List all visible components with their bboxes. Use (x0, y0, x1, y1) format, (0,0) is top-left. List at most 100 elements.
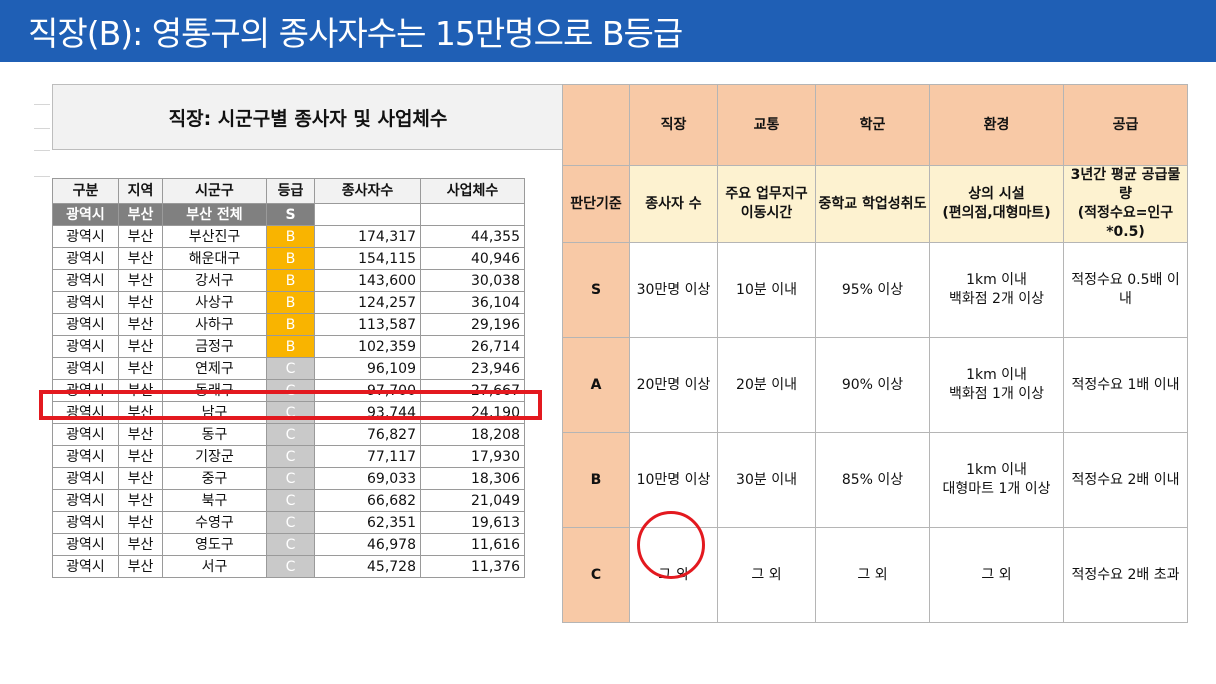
cell-district: 부산진구 (162, 225, 267, 248)
level-cell-school: 85% 이상 (815, 432, 930, 528)
level-cell-school: 그 외 (815, 527, 930, 623)
table-row: 광역시 부산 수영구 C 62,351 19,613 (52, 511, 525, 534)
level-cell-environment: 1km 이내 백화점 1개 이상 (929, 337, 1064, 433)
cell-type: 광역시 (52, 357, 119, 380)
cell-type: 광역시 (52, 225, 119, 248)
category-supply: 공급 (1063, 84, 1188, 166)
cell-type: 광역시 (52, 269, 119, 292)
table-row: 광역시 부산 서구 C 45,728 11,376 (52, 555, 525, 578)
table-row: 광역시 부산 금정구 B 102,359 26,714 (52, 335, 525, 358)
cell-region: 부산 (118, 445, 163, 468)
table-row: 광역시 부산 중구 C 69,033 18,306 (52, 467, 525, 490)
cell-workers: 154,115 (314, 247, 421, 270)
basis-supply: 3년간 평균 공급물량 (적정수요=인구*0.5) (1063, 165, 1188, 243)
cell-companies: 40,946 (420, 247, 525, 270)
cell-district: 영도구 (162, 533, 267, 556)
cell-district: 부산 전체 (162, 203, 267, 226)
level-cell-environment: 그 외 (929, 527, 1064, 623)
level-cell-transport: 20분 이내 (717, 337, 816, 433)
corner-cell (562, 84, 630, 166)
level-cell-supply: 적정수요 2배 초과 (1063, 527, 1188, 623)
cell-companies: 26,714 (420, 335, 525, 358)
cell-workers (314, 203, 421, 226)
table-row: 광역시 부산 영도구 C 46,978 11,616 (52, 533, 525, 556)
cell-workers: 96,109 (314, 357, 421, 380)
total-row: 광역시 부산 부산 전체 S (52, 203, 525, 226)
cell-region: 부산 (118, 357, 163, 380)
basis-work: 종사자 수 (629, 165, 718, 243)
cell-district: 사상구 (162, 291, 267, 314)
cell-grade: B (266, 313, 315, 336)
cell-district: 사하구 (162, 313, 267, 336)
table-row: 광역시 부산 해운대구 B 154,115 40,946 (52, 247, 525, 270)
cell-workers: 77,117 (314, 445, 421, 468)
cell-grade: B (266, 247, 315, 270)
cell-district: 금정구 (162, 335, 267, 358)
level-label: S (562, 242, 630, 338)
cell-companies: 19,613 (420, 511, 525, 534)
cell-region: 부산 (118, 489, 163, 512)
cell-type: 광역시 (52, 555, 119, 578)
cell-type: 광역시 (52, 511, 119, 534)
table-row: 광역시 부산 동구 C 76,827 18,208 (52, 423, 525, 446)
level-row-a: A 20만명 이상 20분 이내 90% 이상 1km 이내 백화점 1개 이상 적정수요 … (562, 337, 1188, 433)
cell-type: 광역시 (52, 533, 119, 556)
cell-workers: 66,682 (314, 489, 421, 512)
table-row: 광역시 부산 기장군 C 77,117 17,930 (52, 445, 525, 468)
level-cell-supply: 적정수요 0.5배 이내 (1063, 242, 1188, 338)
header-region: 지역 (118, 178, 163, 204)
cell-grade: C (266, 511, 315, 534)
cell-grade: B (266, 335, 315, 358)
cell-district: 해운대구 (162, 247, 267, 270)
cell-companies: 44,355 (420, 225, 525, 248)
table-row: 광역시 부산 연제구 C 96,109 23,946 (52, 357, 525, 380)
level-cell-environment: 1km 이내 대형마트 1개 이상 (929, 432, 1064, 528)
cell-grade: B (266, 269, 315, 292)
cell-type: 광역시 (52, 445, 119, 468)
cell-grade: C (266, 533, 315, 556)
district-worker-table: 구분 지역 시군구 등급 종사자수 사업체수 광역시 부산 부산 전체 S 광역… (52, 178, 525, 578)
cell-companies: 17,930 (420, 445, 525, 468)
level-cell-work: 20만명 이상 (629, 337, 718, 433)
cell-region: 부산 (118, 247, 163, 270)
level-row-b: B 10만명 이상 30분 이내 85% 이상 1km 이내 대형마트 1개 이상 적정수요… (562, 432, 1188, 528)
cell-region: 부산 (118, 467, 163, 490)
highlight-box-dongnae (39, 390, 542, 420)
header-grade: 등급 (266, 178, 315, 204)
basis-row: 판단기준 종사자 수 주요 업무지구 이동시간 중학교 학업성취도 상의 시설 (편… (562, 165, 1188, 243)
cell-type: 광역시 (52, 247, 119, 270)
cell-grade: C (266, 467, 315, 490)
level-cell-supply: 적정수요 1배 이내 (1063, 337, 1188, 433)
level-cell-school: 95% 이상 (815, 242, 930, 338)
header-companies: 사업체수 (420, 178, 525, 204)
cell-workers: 102,359 (314, 335, 421, 358)
cell-grade: C (266, 489, 315, 512)
level-label: B (562, 432, 630, 528)
level-cell-school: 90% 이상 (815, 337, 930, 433)
cell-workers: 45,728 (314, 555, 421, 578)
basis-school: 중학교 학업성취도 (815, 165, 930, 243)
cell-type: 광역시 (52, 313, 119, 336)
cell-district: 기장군 (162, 445, 267, 468)
header-type: 구분 (52, 178, 119, 204)
cell-workers: 113,587 (314, 313, 421, 336)
cell-grade: C (266, 445, 315, 468)
cell-type: 광역시 (52, 203, 119, 226)
cell-type: 광역시 (52, 335, 119, 358)
cell-workers: 174,317 (314, 225, 421, 248)
cell-district: 북구 (162, 489, 267, 512)
basis-transport: 주요 업무지구 이동시간 (717, 165, 816, 243)
sheet-title: 직장: 시군구별 종사자 및 사업체수 (52, 84, 564, 150)
cell-region: 부산 (118, 423, 163, 446)
cell-grade: C (266, 357, 315, 380)
level-cell-supply: 적정수요 2배 이내 (1063, 432, 1188, 528)
grade-criteria-table: 직장 교통 학군 환경 공급 판단기준 종사자 수 주요 업무지구 이동시간 중학… (562, 84, 1188, 623)
level-row-s: S 30만명 이상 10분 이내 95% 이상 1km 이내 백화점 2개 이상 적정수요 … (562, 242, 1188, 338)
cell-type: 광역시 (52, 423, 119, 446)
cell-companies: 18,306 (420, 467, 525, 490)
highlight-circle-c-work (637, 511, 705, 579)
cell-region: 부산 (118, 533, 163, 556)
category-transport: 교통 (717, 84, 816, 166)
level-cell-transport: 30분 이내 (717, 432, 816, 528)
cell-region: 부산 (118, 203, 163, 226)
